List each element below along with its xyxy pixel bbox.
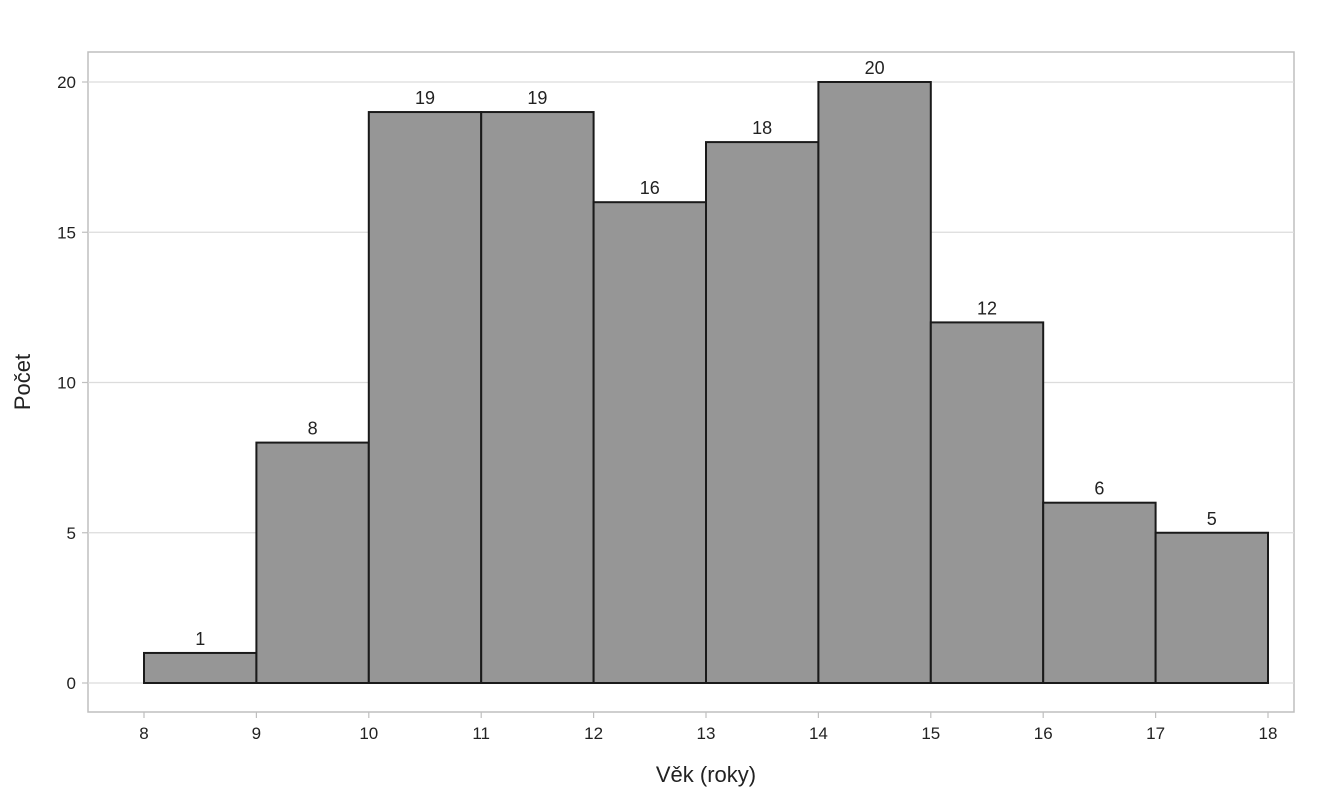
bar-value-label: 8 xyxy=(308,419,318,439)
y-axis-title: Počet xyxy=(10,354,35,410)
x-tick-label: 16 xyxy=(1034,724,1053,743)
y-tick-label: 20 xyxy=(57,73,76,92)
bar-value-label: 12 xyxy=(977,298,997,318)
bar-value-label: 20 xyxy=(865,58,885,78)
x-tick-label: 15 xyxy=(921,724,940,743)
histogram-bar xyxy=(592,201,707,684)
bars xyxy=(143,81,1269,685)
bar-value-label: 16 xyxy=(640,178,660,198)
histogram-bar xyxy=(367,111,483,685)
x-tick-label: 9 xyxy=(252,724,261,743)
y-tick-label: 0 xyxy=(67,674,76,693)
bar-value-label: 19 xyxy=(527,88,547,108)
x-tick-label: 8 xyxy=(139,724,148,743)
x-tick-label: 12 xyxy=(584,724,603,743)
y-tick-label: 10 xyxy=(57,374,76,393)
x-axis-title: Věk (roky) xyxy=(656,762,756,787)
histogram-bar xyxy=(705,141,820,685)
bar-value-label: 1 xyxy=(195,629,205,649)
histogram-bar xyxy=(480,111,595,685)
histogram-bar xyxy=(255,441,370,684)
y-tick-label: 15 xyxy=(57,223,76,242)
bar-value-label: 19 xyxy=(415,88,435,108)
bar-value-label: 5 xyxy=(1207,509,1217,529)
x-axis: 8 9 10 11 12 13 14 15 16 17 18 xyxy=(139,712,1277,743)
x-tick-label: 17 xyxy=(1146,724,1165,743)
histogram-bar xyxy=(1154,531,1269,684)
histogram-bar xyxy=(143,651,258,685)
histogram-bar xyxy=(929,321,1045,684)
x-tick-label: 13 xyxy=(697,724,716,743)
y-tick-label: 5 xyxy=(67,524,76,543)
x-tick-label: 18 xyxy=(1259,724,1278,743)
x-tick-label: 10 xyxy=(359,724,378,743)
x-tick-label: 11 xyxy=(472,724,490,743)
y-axis: 0 5 10 15 20 xyxy=(57,73,88,693)
bar-value-label: 18 xyxy=(752,118,772,138)
x-tick-label: 14 xyxy=(809,724,828,743)
histogram-bar xyxy=(817,81,932,684)
bar-value-label: 6 xyxy=(1094,479,1104,499)
histogram-bar xyxy=(1042,501,1157,685)
